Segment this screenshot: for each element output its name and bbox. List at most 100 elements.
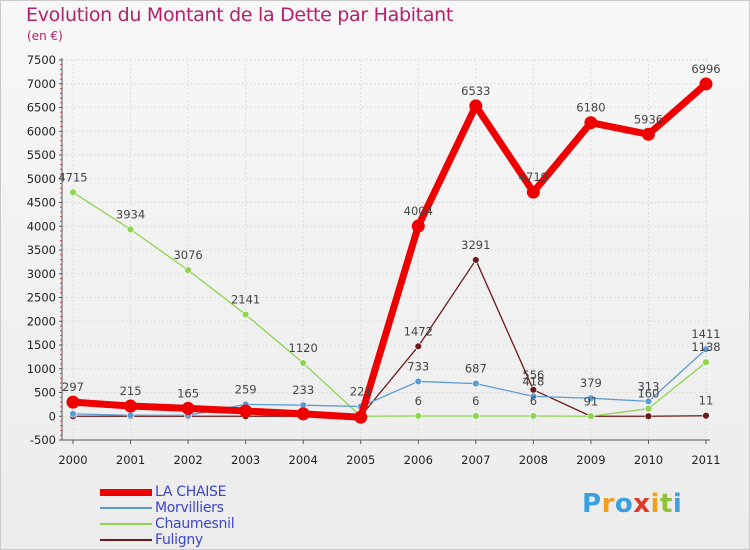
data-label-chaumesnil: 1138 bbox=[691, 340, 720, 354]
data-label-chaumesnil: 4715 bbox=[58, 170, 87, 184]
data-label-la-chaise: 6180 bbox=[576, 101, 605, 115]
data-point-morvilliers bbox=[702, 345, 710, 353]
data-label-chaumesnil: 6 bbox=[530, 394, 537, 408]
data-point-la-chaise bbox=[354, 410, 368, 424]
data-label-chaumesnil: 1120 bbox=[289, 341, 318, 355]
data-point-chaumesnil bbox=[587, 412, 595, 420]
y-tick-label: 6000 bbox=[27, 124, 56, 138]
logo-letter: i bbox=[650, 489, 660, 519]
data-point-morvilliers bbox=[126, 411, 135, 419]
data-label-morvilliers: 221 bbox=[350, 385, 372, 399]
data-point-morvilliers bbox=[529, 392, 538, 401]
chart-title: Evolution du Montant de la Dette par Hab… bbox=[26, 4, 454, 26]
data-point-la-chaise bbox=[181, 401, 195, 415]
data-point-chaumesnil bbox=[126, 225, 135, 234]
data-label-chaumesnil: 2141 bbox=[231, 293, 260, 307]
legend-label-chaumesnil: Chaumesnil bbox=[155, 516, 235, 532]
y-tick-label: 2000 bbox=[27, 314, 56, 328]
data-label-fuligny: 1472 bbox=[404, 324, 433, 338]
legend-label-la-chaise: LA CHAISE bbox=[155, 484, 227, 500]
data-point-fuligny bbox=[702, 412, 710, 420]
logo-letter: t bbox=[659, 489, 673, 519]
data-label-morvilliers: 687 bbox=[465, 362, 487, 376]
data-point-morvilliers bbox=[472, 379, 480, 388]
data-point-fuligny bbox=[472, 256, 480, 264]
legend-swatch-chaumesnil bbox=[100, 523, 152, 525]
data-point-la-chaise bbox=[526, 185, 540, 199]
x-tick-label: 2010 bbox=[634, 453, 663, 467]
logo-letter: r bbox=[601, 489, 615, 519]
data-point-la-chaise bbox=[699, 77, 713, 91]
y-tick-label: 1000 bbox=[27, 362, 56, 376]
y-tick-label: 5000 bbox=[27, 172, 56, 186]
data-point-la-chaise bbox=[239, 404, 253, 418]
y-tick-label: 2500 bbox=[27, 291, 56, 305]
data-label-chaumesnil: 160 bbox=[637, 387, 659, 401]
logo-letter: i bbox=[672, 489, 683, 519]
data-point-chaumesnil bbox=[414, 412, 422, 420]
y-tick-label: 7000 bbox=[27, 77, 56, 91]
x-tick-label: 2011 bbox=[691, 453, 720, 467]
logo-letter: x bbox=[633, 489, 651, 519]
x-tick-label: 2005 bbox=[346, 453, 375, 467]
x-tick-label: 2006 bbox=[404, 453, 433, 467]
data-label-chaumesnil: 6 bbox=[415, 394, 422, 408]
data-label-morvilliers: 379 bbox=[580, 376, 602, 390]
series-line-fuligny bbox=[72, 259, 707, 417]
x-tick-label: 2002 bbox=[173, 453, 202, 467]
data-label-morvilliers: 1411 bbox=[691, 327, 720, 341]
data-point-la-chaise bbox=[124, 399, 138, 413]
logo-letter: P bbox=[582, 489, 602, 519]
data-label-la-chaise: 6996 bbox=[691, 62, 720, 76]
data-point-la-chaise bbox=[641, 127, 655, 141]
data-label-chaumesnil: 3934 bbox=[116, 207, 145, 221]
data-point-la-chaise bbox=[411, 219, 425, 233]
data-label-la-chaise: 4004 bbox=[404, 204, 433, 218]
y-tick-label: 3500 bbox=[27, 243, 56, 257]
data-point-chaumesnil bbox=[299, 359, 307, 367]
data-label-chaumesnil: 91 bbox=[584, 394, 599, 408]
data-label-la-chaise: 215 bbox=[120, 384, 142, 398]
legend-label-morvilliers: Morvilliers bbox=[155, 500, 224, 516]
data-point-morvilliers bbox=[414, 377, 422, 386]
data-label-morvilliers: 418 bbox=[522, 374, 544, 388]
data-label-la-chaise: 4719 bbox=[519, 170, 548, 184]
legend-swatch-fuligny bbox=[100, 539, 152, 541]
x-tick-label: 2007 bbox=[461, 453, 490, 467]
y-tick-label: 5500 bbox=[27, 148, 56, 162]
data-point-chaumesnil bbox=[529, 412, 538, 420]
data-label-chaumesnil: 3076 bbox=[173, 248, 202, 262]
data-label-morvilliers: 313 bbox=[637, 379, 659, 393]
y-tick-label: 7500 bbox=[27, 53, 56, 67]
y-tick-label: 3000 bbox=[27, 267, 56, 281]
x-tick-label: 2000 bbox=[58, 453, 87, 467]
data-point-fuligny bbox=[644, 412, 653, 420]
proxiti-logo: Proxiti bbox=[582, 489, 682, 519]
data-label-morvilliers: 733 bbox=[407, 359, 429, 373]
data-label-chaumesnil: 6 bbox=[472, 394, 479, 408]
data-point-chaumesnil bbox=[644, 404, 653, 413]
series-line-la-chaise bbox=[69, 80, 710, 421]
data-point-chaumesnil bbox=[702, 358, 710, 366]
data-point-chaumesnil bbox=[472, 412, 480, 420]
data-point-chaumesnil bbox=[184, 266, 192, 274]
data-label-la-chaise: 297 bbox=[62, 380, 84, 394]
data-label-la-chaise: 165 bbox=[177, 386, 199, 400]
chart-subtitle: (en €) bbox=[27, 29, 63, 43]
data-point-chaumesnil bbox=[69, 188, 77, 196]
y-tick-label: 500 bbox=[34, 386, 56, 400]
data-point-la-chaise bbox=[469, 99, 483, 113]
data-label-fuligny: 556 bbox=[522, 368, 544, 382]
data-label-fuligny: 11 bbox=[699, 394, 714, 408]
data-point-morvilliers bbox=[644, 397, 653, 406]
data-point-fuligny bbox=[414, 342, 422, 351]
data-point-la-chaise bbox=[584, 116, 598, 130]
y-tick-label: 0 bbox=[49, 409, 56, 423]
data-point-la-chaise bbox=[66, 395, 80, 409]
data-label-fuligny: 3291 bbox=[461, 238, 490, 252]
data-label-morvilliers: 259 bbox=[235, 382, 257, 396]
x-tick-label: 2009 bbox=[576, 453, 605, 467]
y-tick-label: 6500 bbox=[27, 101, 56, 115]
